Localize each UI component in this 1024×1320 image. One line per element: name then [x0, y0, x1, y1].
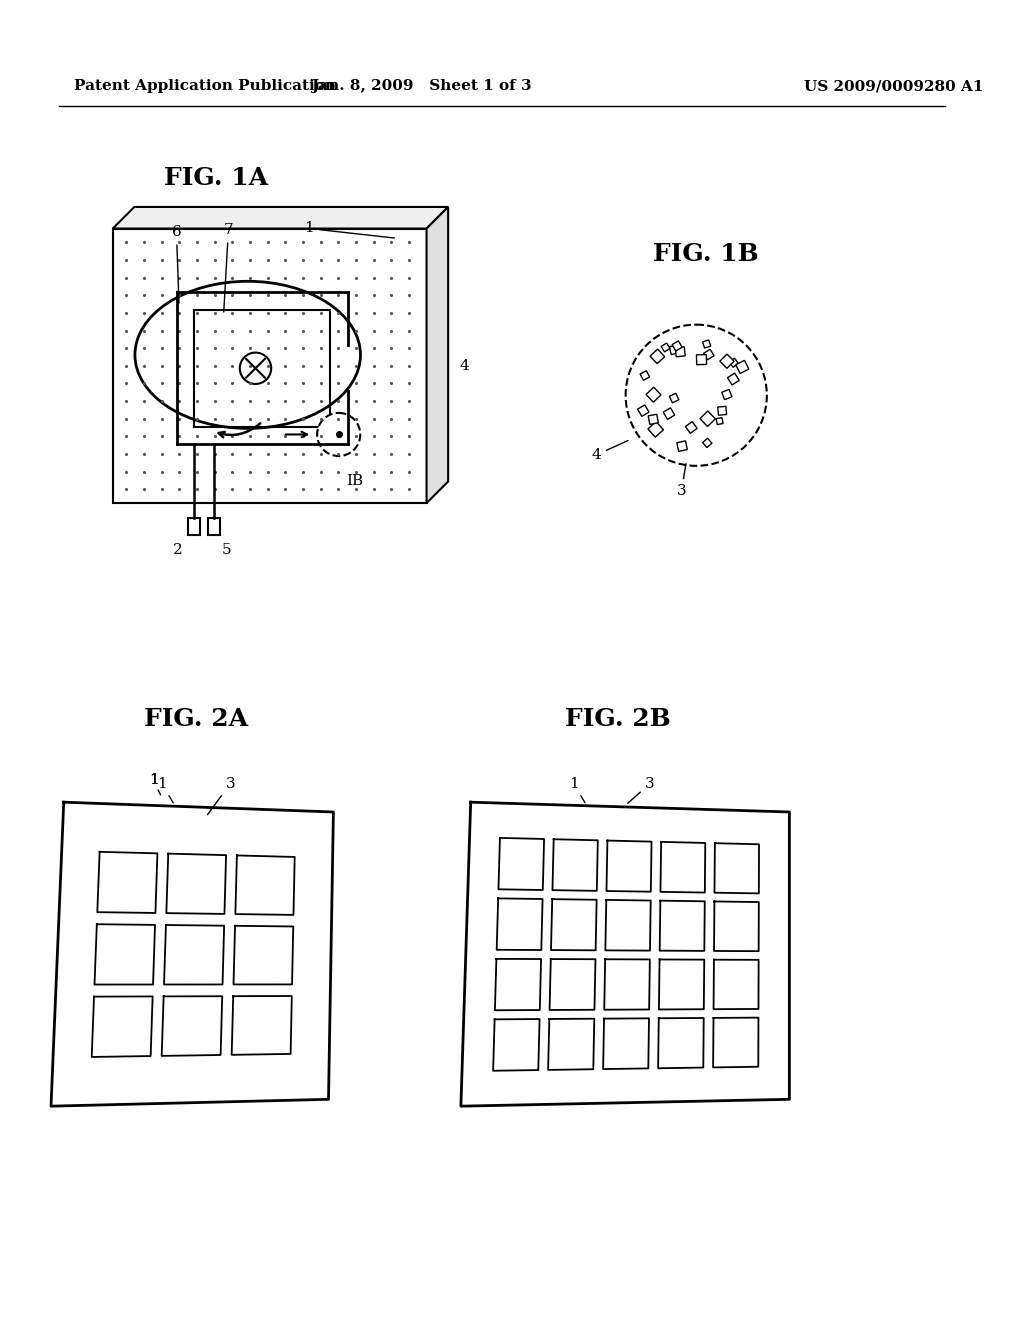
Polygon shape: [113, 207, 449, 228]
Bar: [208, 517, 220, 536]
Text: 1: 1: [304, 222, 394, 238]
Text: 3: 3: [628, 776, 655, 804]
Text: Patent Application Publication: Patent Application Publication: [74, 79, 336, 94]
Bar: [195, 310, 331, 426]
Text: 1: 1: [150, 772, 159, 787]
Bar: [113, 228, 427, 503]
Text: Jan. 8, 2009   Sheet 1 of 3: Jan. 8, 2009 Sheet 1 of 3: [311, 79, 532, 94]
Polygon shape: [427, 207, 449, 503]
Text: FIG. 2B: FIG. 2B: [565, 706, 671, 731]
Text: FIG. 2A: FIG. 2A: [144, 706, 248, 731]
Text: 6: 6: [172, 226, 181, 304]
Text: 4: 4: [460, 359, 470, 372]
Text: 7: 7: [223, 223, 233, 312]
Text: 5: 5: [221, 543, 231, 557]
Text: 1: 1: [157, 776, 173, 803]
Circle shape: [626, 325, 767, 466]
Text: IB: IB: [346, 474, 364, 487]
Text: 3: 3: [677, 463, 686, 498]
Text: 1: 1: [568, 776, 585, 803]
Text: FIG. 1A: FIG. 1A: [164, 165, 268, 190]
Circle shape: [317, 413, 360, 455]
Text: US 2009/0009280 A1: US 2009/0009280 A1: [804, 79, 984, 94]
Text: FIG. 1B: FIG. 1B: [653, 242, 759, 267]
Bar: [188, 517, 200, 536]
Circle shape: [240, 352, 271, 384]
Text: 4: 4: [591, 441, 628, 462]
Text: 1: 1: [150, 772, 159, 787]
Text: 2: 2: [173, 543, 182, 557]
Text: 3: 3: [208, 776, 236, 814]
